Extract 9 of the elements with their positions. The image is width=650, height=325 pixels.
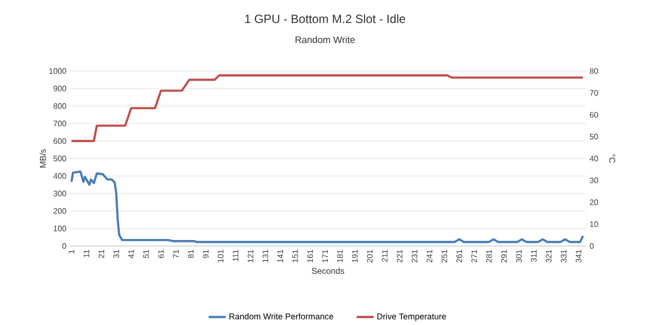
y2-axis-title: °C (609, 154, 616, 164)
chart-title: 1 GPU - Bottom M.2 Slot - Idle (245, 14, 406, 24)
x-axis-title: Seconds (312, 268, 344, 274)
line-series (70, 74, 584, 142)
legend-label: Drive Temperature (377, 313, 446, 322)
legend-label: Random Write Performance (230, 313, 334, 320)
line-series (70, 170, 584, 244)
y-axis-title: MB/s (40, 149, 46, 168)
chart-subtitle: Random Write (296, 36, 355, 44)
